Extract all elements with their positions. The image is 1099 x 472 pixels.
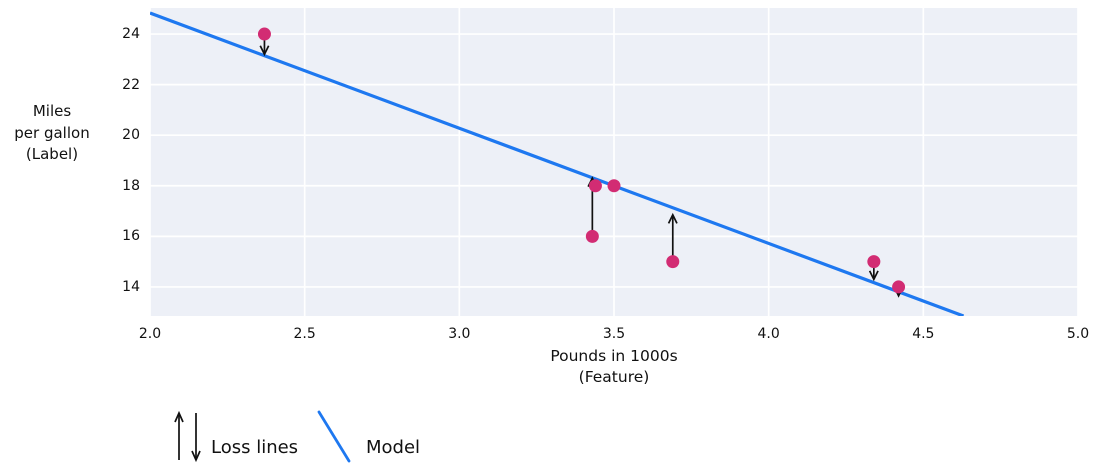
y-tick-label: 20 (122, 127, 140, 144)
data-point (257, 27, 271, 41)
x-tick-label: 3.5 (602, 326, 626, 342)
x-tick-label: 3.0 (448, 326, 471, 342)
y-tick-label: 18 (122, 177, 140, 194)
x-tick-label: 2.5 (293, 326, 316, 342)
loss-line-arrowhead (868, 270, 879, 282)
y-axis-label: Miles per gallon (Label) (14, 102, 90, 163)
x-tick-label: 5.0 (1066, 326, 1090, 342)
data-point (666, 255, 680, 269)
loss-line-arrowhead (259, 45, 270, 57)
y-tick-label: 14 (122, 278, 140, 295)
x-tick-label: 4.5 (912, 326, 935, 342)
model-line-icon (317, 410, 351, 463)
loss-line-arrowhead (667, 212, 678, 224)
y-tick-label: 16 (122, 228, 140, 245)
legend-loss-lines-label: Loss lines (211, 437, 299, 458)
plot-area (150, 8, 1078, 316)
loss-lines-icon (174, 410, 201, 463)
chart-canvas (150, 8, 1078, 316)
data-point (585, 229, 599, 243)
y-tick-label: 22 (122, 76, 140, 93)
data-point (607, 179, 621, 193)
y-tick-label: 24 (122, 26, 140, 43)
data-point (892, 280, 906, 294)
legend-model-label: Model (366, 437, 421, 458)
x-tick-label: 2.0 (138, 326, 162, 342)
x-axis-label: Pounds in 1000s (Feature) (550, 347, 678, 386)
model-line (150, 11, 965, 316)
x-tick-label: 4.0 (757, 326, 780, 342)
data-point (588, 179, 602, 193)
data-point (867, 255, 881, 269)
